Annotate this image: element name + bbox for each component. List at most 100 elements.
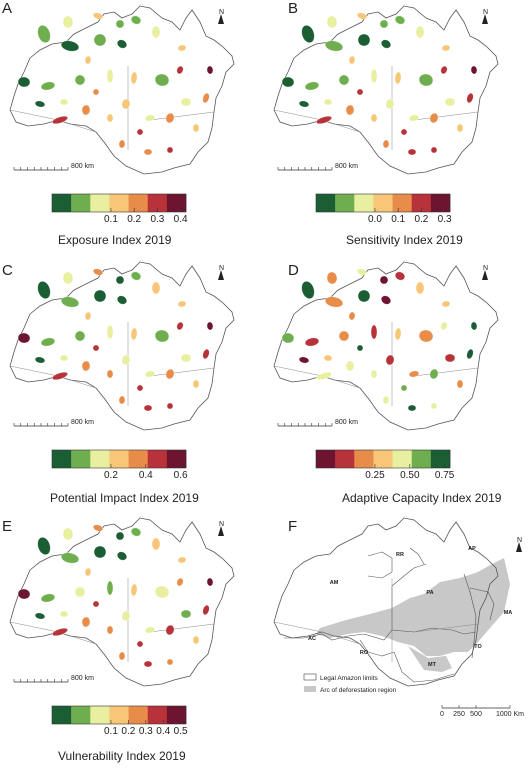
panel-b: B N 800 km 0.0 0.1 0.2 0.3 Sensitivity Inde… — [264, 0, 528, 256]
municipality-patch — [121, 98, 131, 110]
scale-bar: 800 km — [13, 163, 94, 171]
municipality-patch — [324, 40, 344, 52]
municipality-patch — [34, 356, 46, 364]
panel-letter: A — [2, 0, 13, 17]
state-label: AC — [308, 636, 316, 642]
municipality-patch — [166, 658, 174, 666]
municipality-patch — [151, 537, 161, 551]
municipality-patch — [165, 112, 175, 124]
municipality-patch — [180, 97, 192, 107]
municipality-patch — [382, 395, 390, 405]
legend-tick-label: 0.2 — [121, 726, 135, 737]
legend-swatch — [52, 450, 72, 468]
north-label: N — [483, 265, 488, 272]
north-arrow-icon: N — [482, 265, 488, 280]
adaptive-capacity-map: N 800 km 0.25 0.50 0.75 — [273, 261, 499, 481]
municipality-patch — [382, 139, 390, 149]
municipality-patch — [136, 384, 144, 392]
legend-title: Exposure Index 2019 — [58, 233, 172, 247]
legend-tick-label: 0.50 — [400, 470, 420, 481]
municipality-patch — [106, 68, 114, 84]
municipality-patch — [395, 271, 405, 281]
legend-tick-label: 0.5 — [174, 726, 188, 737]
municipality-patch — [130, 583, 138, 597]
legend-swatch — [90, 450, 110, 468]
panel-f: F RR AP AM PA MA AC RO TO MT N Legal Amazon limi… — [264, 512, 528, 768]
legend-swatch — [52, 194, 72, 212]
municipality-patch — [37, 281, 51, 299]
municipality-patch — [440, 321, 448, 331]
municipality-patch — [74, 586, 86, 598]
municipality-patch — [176, 577, 184, 587]
legend-swatch — [354, 194, 374, 212]
panel-letter: F — [288, 518, 298, 535]
municipality-patch — [304, 81, 320, 91]
legend-frame — [315, 193, 451, 213]
scale-bar-tick-label: 1000 Km — [496, 711, 524, 718]
legend-tick-label: 0.1 — [104, 214, 118, 225]
north-label: N — [219, 9, 224, 16]
municipality-patch — [338, 330, 350, 342]
legend-tick-label: 0.4 — [139, 470, 153, 481]
color-legend: 0.1 0.2 0.3 0.4 0.5 — [51, 705, 188, 737]
municipality-patch — [52, 116, 68, 124]
municipality-patch — [323, 354, 333, 362]
municipality-patch — [92, 88, 100, 96]
legend-swatch — [335, 450, 355, 468]
inset-legend-label: Legal Amazon limits — [320, 675, 379, 682]
municipality-patch — [154, 73, 170, 87]
municipality-patch — [92, 600, 100, 608]
municipality-patch — [93, 268, 103, 276]
municipality-patch — [418, 329, 434, 343]
municipality-patch — [59, 354, 69, 362]
municipality-patch — [357, 33, 371, 47]
legend-tick-label: 0.1 — [104, 726, 118, 737]
north-arrow-shape — [218, 14, 224, 24]
legend-title: Vulnerability Index 2019 — [58, 749, 186, 763]
legend-swatch — [128, 194, 149, 212]
municipality-patch — [370, 113, 378, 123]
municipality-patch — [17, 332, 31, 344]
legend-swatch — [316, 450, 336, 468]
municipality-patch — [165, 368, 175, 380]
municipality-patch — [40, 337, 56, 347]
municipality-patch — [143, 660, 153, 668]
municipality-patch — [400, 128, 408, 136]
municipality-patch — [316, 372, 332, 380]
municipality-patch — [93, 524, 103, 532]
sensitivity-map: N 800 km 0.0 0.1 0.2 0.3 — [273, 5, 499, 225]
municipality-patch — [370, 324, 378, 340]
municipality-patch — [338, 74, 350, 86]
municipality-patch — [356, 88, 364, 96]
panel-e: E N 800 km 0.1 0.2 0.3 0.4 0.5 Vulnerability… — [0, 512, 264, 768]
municipality-patch — [430, 402, 438, 410]
legend-tick-label: 0.3 — [139, 726, 153, 737]
municipality-patch — [130, 71, 138, 85]
scale-bar-tick-label: 500 — [470, 711, 482, 718]
municipality-patches — [281, 12, 478, 156]
scale-bar-label: 800 km — [71, 419, 94, 426]
municipality-patch — [202, 605, 210, 615]
municipality-patch — [60, 552, 80, 564]
municipality-patches — [17, 268, 214, 412]
north-arrow-icon: N — [218, 521, 224, 536]
scale-bar: 800 km — [13, 419, 94, 427]
municipality-patch — [440, 65, 448, 75]
municipality-patch — [470, 65, 478, 75]
municipality-patch — [206, 65, 214, 75]
panel-a: A N 800 km 0.1 0.2 0.3 0.4 Exposure Index 2… — [0, 0, 264, 256]
municipality-patch — [395, 15, 405, 25]
panel-c: C N 800 km 0.2 0.4 0.6 Potential Impact In… — [0, 256, 264, 512]
exposure-map: N 800 km 0.1 0.2 0.3 0.4 — [9, 5, 235, 225]
municipality-patch — [34, 612, 46, 620]
municipality-patch — [466, 93, 474, 103]
municipality-patch — [144, 370, 156, 378]
legend-frame — [51, 705, 187, 725]
municipality-patch — [379, 275, 389, 285]
municipality-patch — [456, 123, 464, 133]
legend-swatch — [411, 194, 432, 212]
potential-impact-map: N 800 km 0.2 0.4 0.6 — [9, 261, 235, 481]
scale-bar: 800 km — [13, 675, 94, 683]
municipality-patch — [52, 628, 68, 636]
municipality-patch — [441, 300, 451, 308]
